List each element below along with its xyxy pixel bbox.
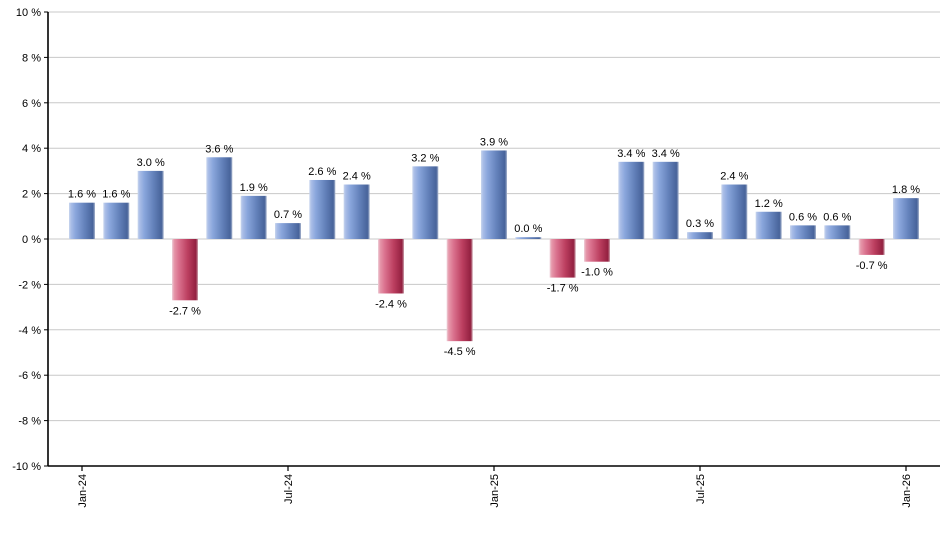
positive-return-bar[interactable] — [137, 170, 164, 239]
y-axis-label: -6 % — [18, 370, 41, 382]
bar-value-label: -0.7 % — [856, 260, 888, 272]
bar-value-label: 3.4 % — [652, 148, 680, 160]
bar-value-label: 3.6 % — [205, 143, 233, 155]
positive-return-bar[interactable] — [103, 202, 130, 239]
positive-return-bar[interactable] — [652, 161, 679, 239]
y-axis-label: 6 % — [22, 98, 41, 110]
bar-value-label: -1.7 % — [547, 283, 579, 295]
bar-value-label: 1.8 % — [892, 184, 920, 196]
positive-return-bar[interactable] — [275, 223, 301, 239]
positive-return-bar[interactable] — [618, 161, 645, 239]
bar-value-label: 3.0 % — [137, 157, 165, 169]
positive-return-bar[interactable] — [687, 232, 713, 239]
positive-return-bar[interactable] — [412, 166, 439, 239]
bar-value-label: 3.9 % — [480, 136, 508, 148]
bar-value-label: 1.6 % — [102, 189, 130, 201]
y-axis-label: 2 % — [22, 189, 41, 201]
negative-return-bar[interactable] — [446, 239, 473, 342]
y-axis-label: -8 % — [18, 416, 41, 428]
bar-value-label: -2.4 % — [375, 298, 407, 310]
bar-value-label: 3.2 % — [411, 152, 439, 164]
bar-value-label: 2.4 % — [720, 171, 748, 183]
negative-return-bar[interactable] — [549, 239, 576, 278]
positive-return-bar[interactable] — [755, 211, 782, 239]
bar-value-label: 0.7 % — [274, 209, 302, 221]
x-axis-label: Jan-26 — [901, 474, 913, 508]
bar-value-label: 3.4 % — [617, 148, 645, 160]
x-axis-label: Jan-25 — [489, 474, 501, 508]
bar-value-label: 1.2 % — [755, 198, 783, 210]
bar-value-label: -4.5 % — [444, 346, 476, 358]
negative-return-bar[interactable] — [378, 239, 404, 294]
bar-value-label: 0.6 % — [789, 211, 817, 223]
y-axis-label: 8 % — [22, 52, 41, 64]
y-axis-label: 4 % — [22, 143, 41, 155]
y-axis-label: -2 % — [18, 279, 41, 291]
x-axis-label: Jul-25 — [695, 474, 707, 504]
bar-value-label: -1.0 % — [581, 267, 613, 279]
positive-return-bar[interactable] — [309, 179, 336, 239]
negative-return-bar[interactable] — [172, 239, 198, 301]
positive-return-bar[interactable] — [69, 202, 95, 239]
positive-return-bar[interactable] — [893, 198, 919, 239]
positive-return-bar[interactable] — [343, 184, 370, 239]
bar-value-label: 0.6 % — [823, 211, 851, 223]
bar-value-label: 1.6 % — [68, 189, 96, 201]
y-axis-label: 10 % — [16, 7, 41, 19]
negative-return-bar[interactable] — [858, 239, 885, 255]
positive-return-bar[interactable] — [824, 225, 851, 239]
positive-return-bar[interactable] — [515, 237, 542, 239]
bar-value-label: 2.4 % — [343, 171, 371, 183]
positive-return-bar[interactable] — [240, 195, 267, 239]
positive-return-bar[interactable] — [721, 184, 748, 239]
bar-value-label: -2.7 % — [169, 305, 201, 317]
positive-return-bar[interactable] — [790, 225, 816, 239]
y-axis-label: -10 % — [12, 461, 41, 473]
bar-value-label: 1.9 % — [240, 182, 268, 194]
x-axis-label: Jul-24 — [283, 474, 295, 504]
bar-value-label: 2.6 % — [308, 166, 336, 178]
positive-return-bar[interactable] — [481, 150, 507, 239]
positive-return-bar[interactable] — [206, 157, 233, 239]
bar-value-label: 0.0 % — [514, 223, 542, 235]
negative-return-bar[interactable] — [584, 239, 610, 262]
x-axis-label: Jan-24 — [77, 474, 89, 508]
y-axis-label: -4 % — [18, 325, 41, 337]
y-axis-label: 0 % — [22, 234, 41, 246]
bar-value-label: 0.3 % — [686, 218, 714, 230]
